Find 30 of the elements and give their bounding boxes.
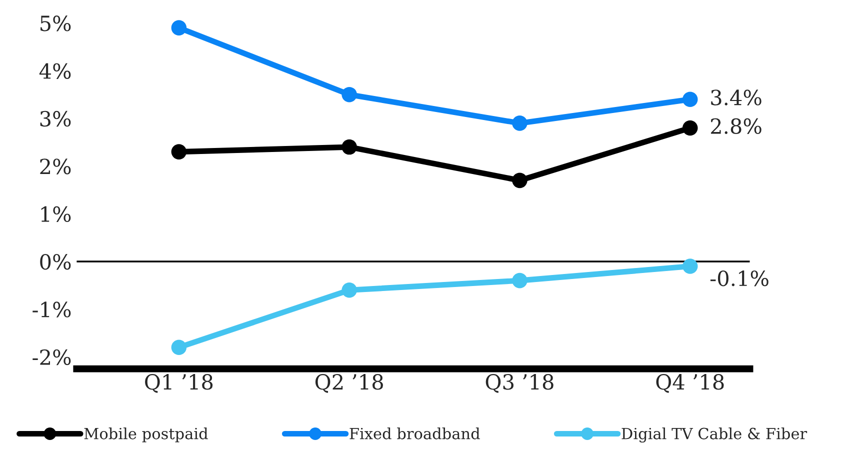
- point: [342, 282, 357, 298]
- point: [682, 120, 698, 136]
- x-tick-label: Q2 ’18: [315, 374, 383, 393]
- x-tick-label: Q1 ’18: [145, 374, 213, 393]
- data-label: 3.4%: [711, 90, 762, 106]
- point: [682, 92, 698, 107]
- legend-label: Mobile postpaid: [84, 427, 208, 442]
- point: [171, 144, 187, 160]
- point: [512, 116, 528, 131]
- y-tick-label: -2%: [32, 349, 71, 366]
- x-tick-label: Q4 ’18: [656, 374, 724, 393]
- data-label: 2.8%: [710, 118, 762, 134]
- y-tick-label: 4%: [39, 63, 71, 79]
- point: [171, 340, 187, 355]
- point: [512, 272, 528, 288]
- data-label: -0.1%: [710, 270, 768, 286]
- point: [342, 139, 357, 155]
- point: [512, 172, 528, 188]
- point: [682, 258, 698, 274]
- y-tick-label: 5%: [40, 16, 71, 32]
- x-tick-label: Q3 ’18: [486, 374, 554, 393]
- legend-label: Digial TV Cable & Fiber: [622, 427, 808, 442]
- point: [171, 20, 187, 36]
- y-tick-label: -1%: [32, 302, 71, 318]
- y-tick-label: 1%: [41, 206, 71, 222]
- legend-label: Fixed broadband: [350, 427, 480, 440]
- y-tick-label: 3%: [40, 110, 71, 127]
- y-tick-label: 2%: [40, 158, 71, 174]
- y-tick-label: 0%: [40, 254, 71, 270]
- point: [342, 86, 357, 102]
